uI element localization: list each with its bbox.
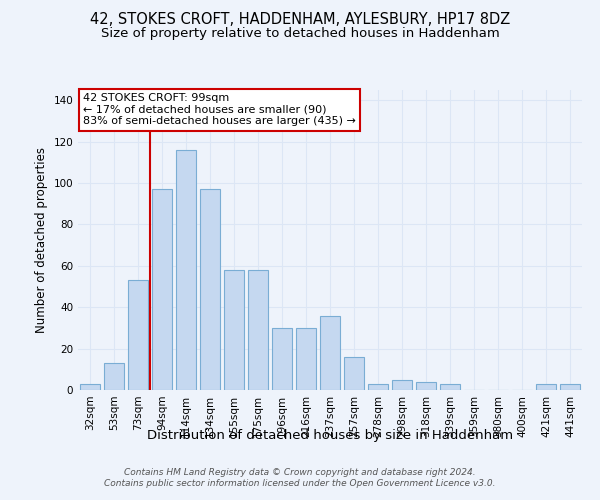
Bar: [416, 382, 436, 390]
Bar: [296, 328, 316, 390]
Bar: [320, 316, 340, 390]
Bar: [128, 280, 148, 390]
Text: 42 STOKES CROFT: 99sqm
← 17% of detached houses are smaller (90)
83% of semi-det: 42 STOKES CROFT: 99sqm ← 17% of detached…: [83, 93, 356, 126]
Bar: [272, 328, 292, 390]
Bar: [344, 357, 364, 390]
Bar: [224, 270, 244, 390]
Bar: [392, 380, 412, 390]
Text: Size of property relative to detached houses in Haddenham: Size of property relative to detached ho…: [101, 28, 499, 40]
Text: Contains HM Land Registry data © Crown copyright and database right 2024.
Contai: Contains HM Land Registry data © Crown c…: [104, 468, 496, 487]
Text: 42, STOKES CROFT, HADDENHAM, AYLESBURY, HP17 8DZ: 42, STOKES CROFT, HADDENHAM, AYLESBURY, …: [90, 12, 510, 28]
Bar: [80, 384, 100, 390]
Bar: [440, 384, 460, 390]
Bar: [536, 384, 556, 390]
Bar: [368, 384, 388, 390]
Bar: [104, 363, 124, 390]
Y-axis label: Number of detached properties: Number of detached properties: [35, 147, 48, 333]
Bar: [200, 190, 220, 390]
Bar: [152, 190, 172, 390]
Bar: [560, 384, 580, 390]
Bar: [248, 270, 268, 390]
Bar: [176, 150, 196, 390]
Text: Distribution of detached houses by size in Haddenham: Distribution of detached houses by size …: [147, 428, 513, 442]
